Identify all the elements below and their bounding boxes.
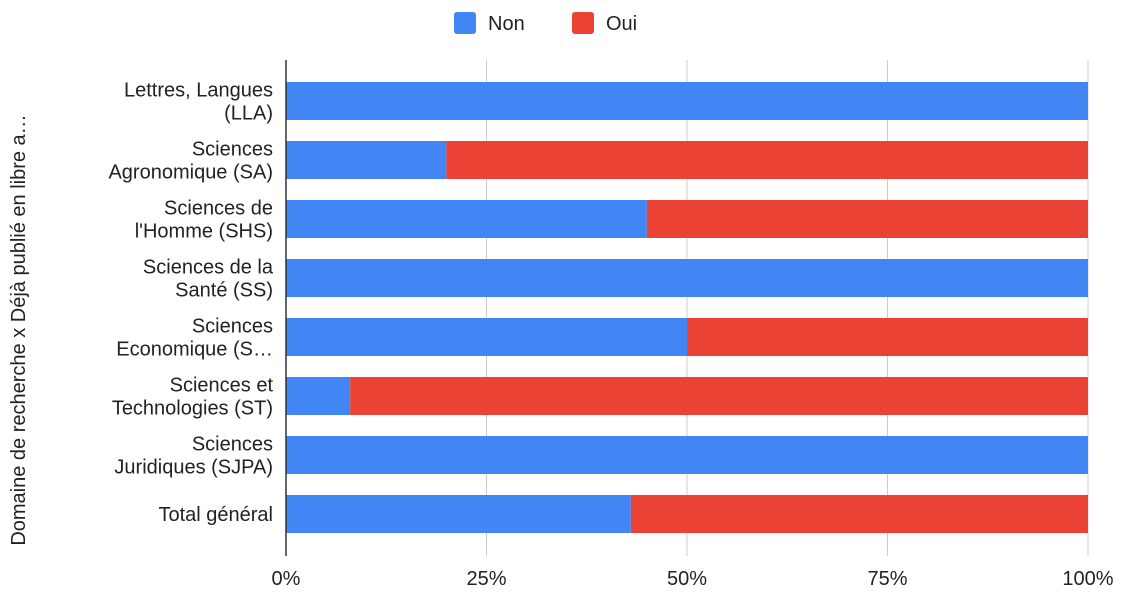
legend: Non Oui (454, 12, 637, 35)
bar-oui-7 (630, 495, 1088, 533)
category-label: Technologies (ST) (112, 398, 273, 420)
bar-non-0 (286, 82, 1088, 120)
bar-oui-1 (446, 141, 1088, 179)
category-label: Juridiques (SJPA) (114, 457, 273, 479)
category-label: Agronomique (SA) (108, 162, 273, 184)
bars (286, 82, 1088, 533)
category-label: Santé (SS) (175, 280, 273, 302)
category-label: Total général (158, 504, 273, 526)
bar-non-7 (286, 495, 631, 533)
legend-swatch-oui (572, 12, 594, 34)
gridlines (486, 60, 1089, 556)
bar-non-3 (286, 259, 1088, 297)
category-label: Sciences (192, 316, 273, 338)
bar-non-5 (286, 377, 351, 415)
x-tick-label: 100% (1062, 568, 1113, 588)
bar-non-6 (286, 436, 1088, 474)
category-labels: Lettres, Langues(LLA)SciencesAgronomique… (108, 80, 273, 527)
x-tick-label: 75% (867, 568, 907, 588)
category-label: (LLA) (224, 103, 273, 125)
category-label: Sciences (192, 434, 273, 456)
legend-swatch-non (454, 12, 476, 34)
x-tick-labels: 0% 25% 50% 75% 100% (272, 568, 1114, 590)
x-tick-label: 25% (466, 568, 506, 588)
bar-non-4 (286, 318, 687, 356)
category-label: l'Homme (SHS) (135, 221, 273, 243)
bar-non-1 (286, 141, 447, 179)
legend-label-oui: Oui (606, 13, 637, 35)
category-label: Sciences et (170, 375, 274, 397)
y-axis-title: Domaine de recherche x Déjà publié en li… (8, 114, 30, 545)
category-label: Lettres, Langues (124, 80, 273, 102)
legend-label-non: Non (488, 13, 525, 35)
category-label: Sciences de la (143, 257, 274, 279)
bar-oui-2 (646, 200, 1088, 238)
x-tick-label: 0% (272, 568, 301, 588)
bar-oui-5 (350, 377, 1088, 415)
category-label: Sciences de (164, 198, 273, 220)
bar-non-2 (286, 200, 647, 238)
x-tick-label: 50% (667, 568, 707, 588)
category-label: Economique (S… (116, 339, 273, 361)
bar-oui-4 (687, 318, 1088, 356)
category-label: Sciences (192, 139, 273, 161)
